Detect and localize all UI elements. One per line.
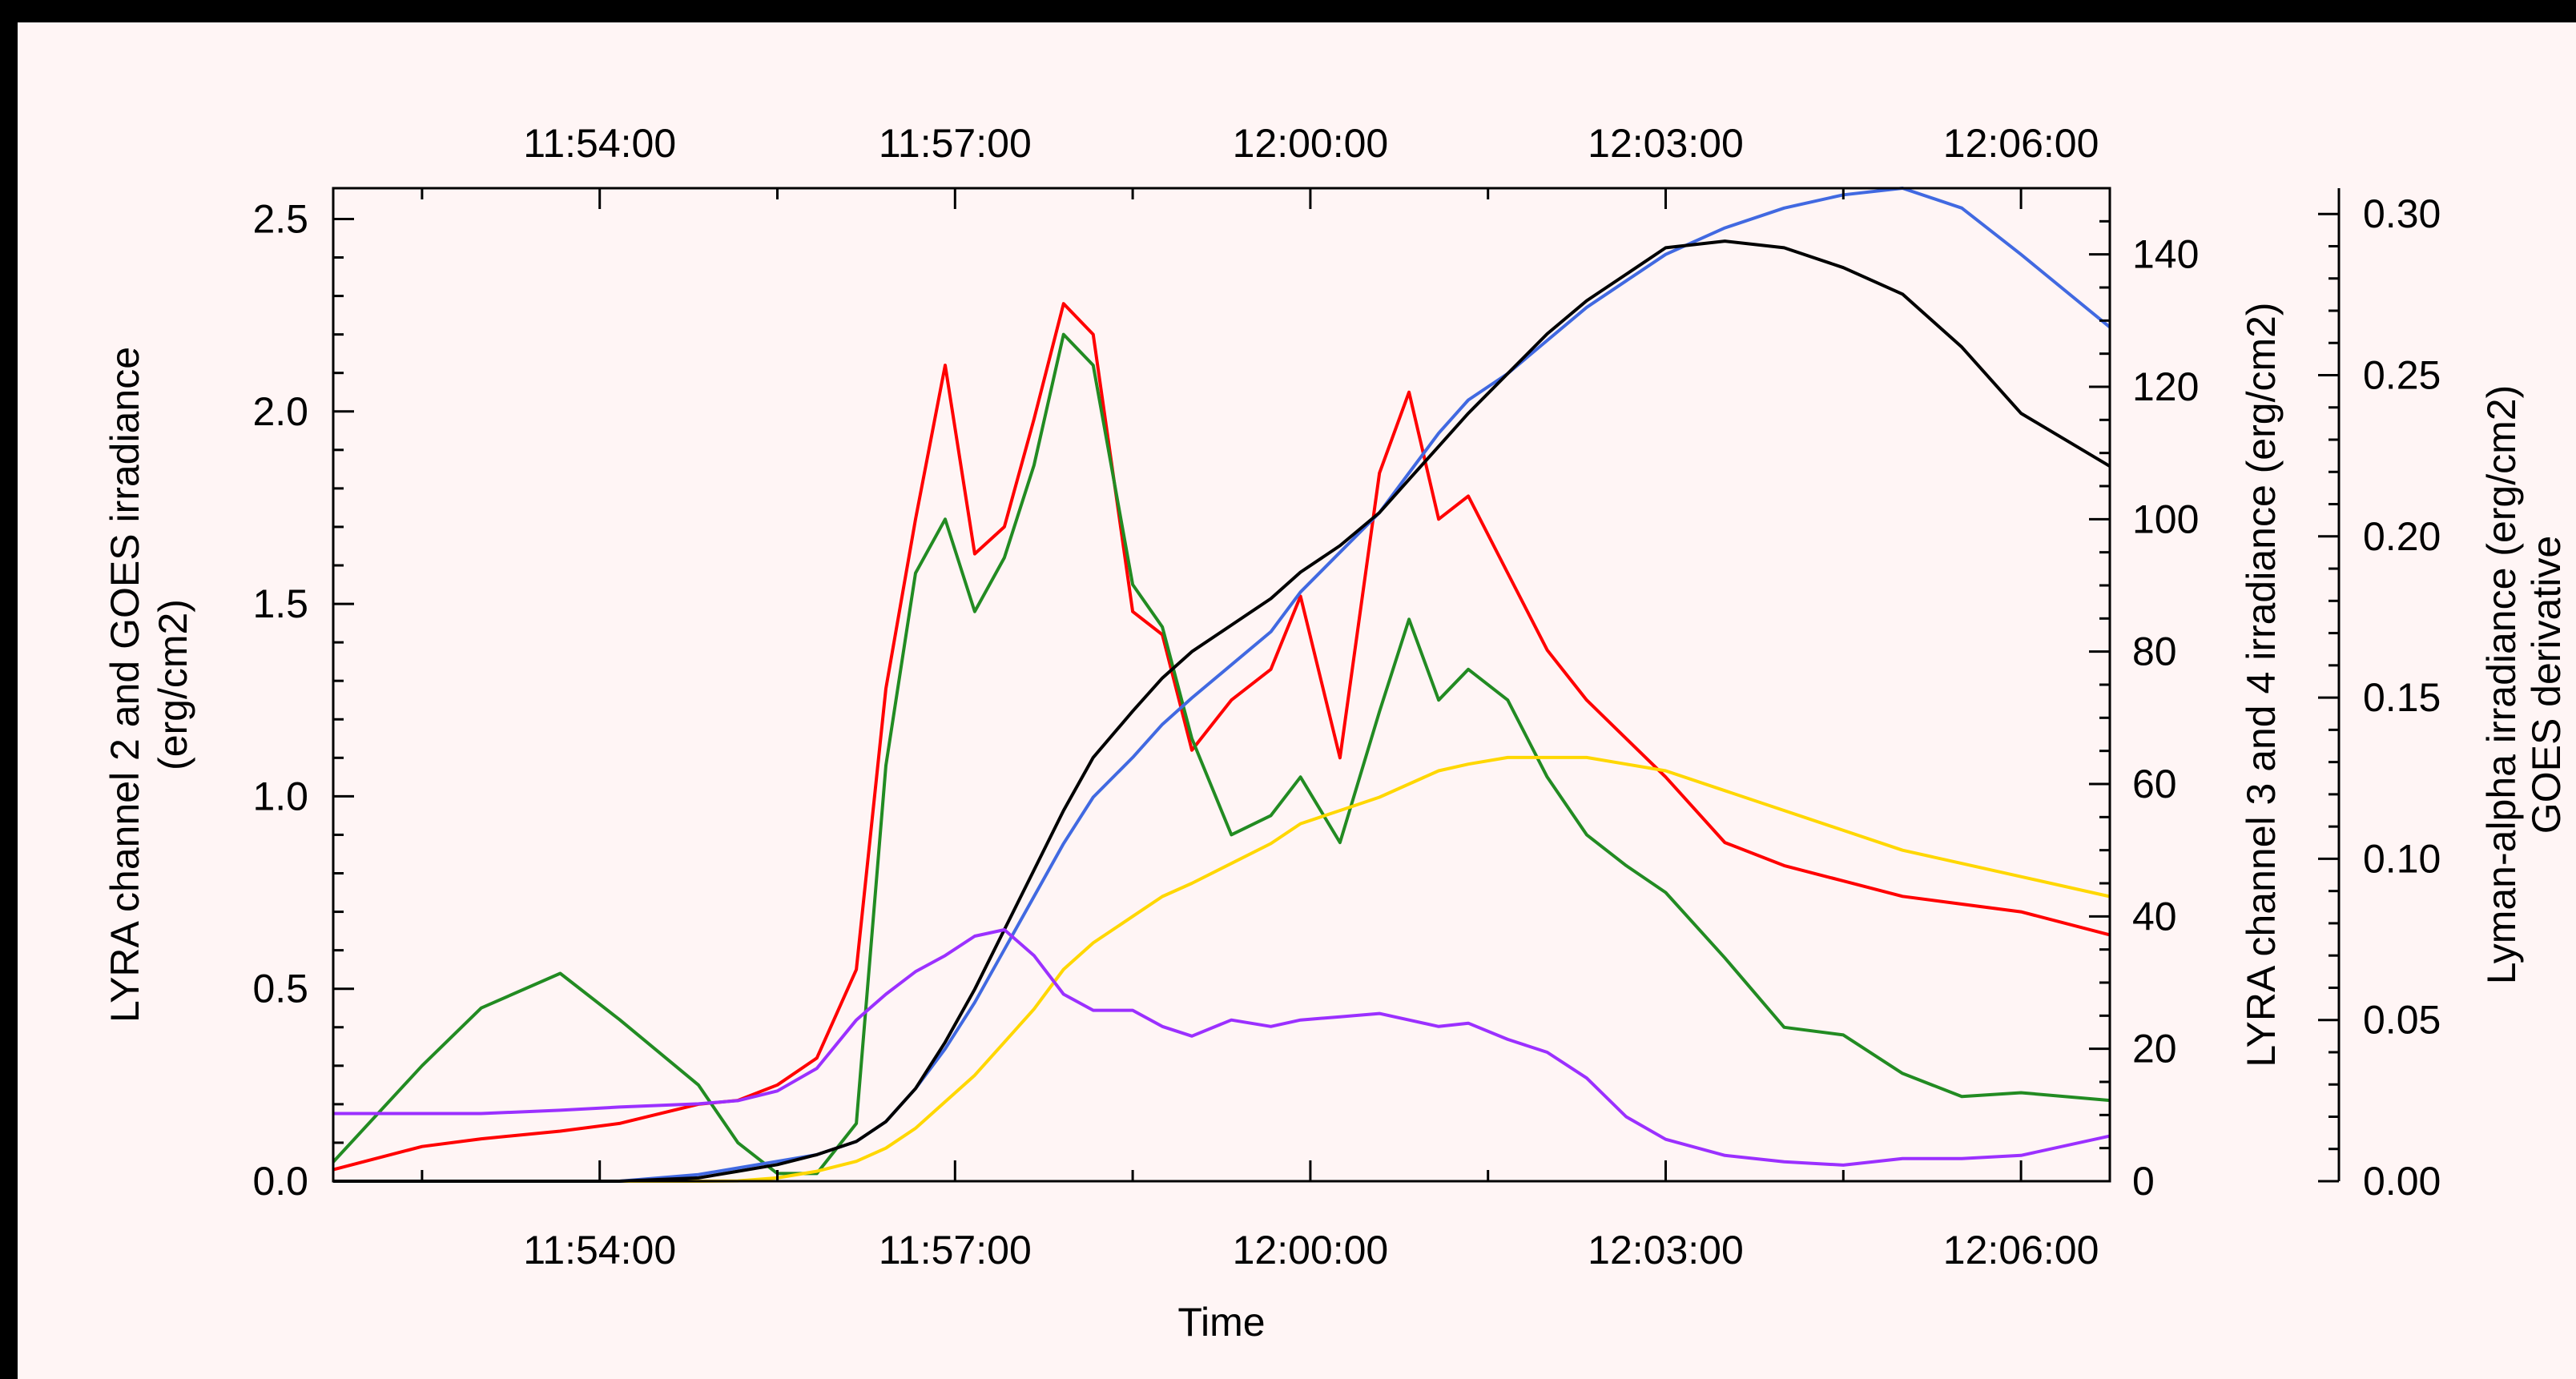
series-line-4: [333, 187, 2111, 1183]
right2-tick-label: 0.15: [2363, 675, 2441, 720]
x-tick-label-top: 12:06:00: [1943, 121, 2099, 166]
left-tick-label: 1.0: [252, 774, 308, 818]
right1-tick-label: 40: [2132, 894, 2177, 939]
series-layer: [332, 187, 2111, 1183]
right1-tick-label: 20: [2132, 1027, 2177, 1071]
right1-tick-label: 80: [2132, 629, 2177, 674]
right1-tick-label: 0: [2132, 1159, 2155, 1204]
series-line-6: [333, 928, 2111, 1167]
x-tick-label-top: 11:54:00: [523, 121, 676, 166]
x-tick-label-bottom: 11:57:00: [879, 1228, 1032, 1272]
x-tick-label-bottom: 12:06:00: [1943, 1228, 2099, 1272]
right-axis-2-title-line1: Lyman-alpha irradiance (erg/cm2): [2479, 385, 2524, 984]
right2-tick-label: 0.25: [2363, 353, 2441, 398]
x-tick-label-bottom: 11:54:00: [523, 1228, 676, 1272]
left-axis-title-line1: LYRA channel 2 and GOES irradiance: [103, 347, 147, 1023]
x-axis-title: Time: [1177, 1300, 1265, 1345]
right2-tick-label: 0.00: [2363, 1159, 2441, 1204]
left-axis-title-line2: (erg/cm2): [151, 599, 195, 770]
x-tick-label-top: 12:00:00: [1233, 121, 1389, 166]
labels-layer: 11:54:00 11:54:00 11:57:00 11:57:00 12:00:00…: [252, 121, 2441, 1272]
x-tick-label-bottom: 12:00:00: [1233, 1228, 1389, 1272]
right2-tick-label: 0.05: [2363, 998, 2441, 1043]
series-line-2: [332, 332, 2111, 1176]
plot-frame: [332, 187, 2111, 1183]
left-tick-label: 2.5: [252, 196, 308, 241]
right1-tick-label: 140: [2132, 232, 2199, 277]
x-tick-label-bottom: 12:03:00: [1588, 1228, 1744, 1272]
x-tick-label-top: 12:03:00: [1588, 121, 1744, 166]
left-tick-label: 0.5: [252, 967, 308, 1011]
right1-tick-label: 120: [2132, 364, 2199, 409]
ticks-layer: [333, 188, 2341, 1183]
left-tick-label: 1.5: [252, 581, 308, 626]
right1-tick-label: 100: [2132, 497, 2199, 541]
right-axis-2-title-line2: GOES derivative: [2524, 536, 2569, 834]
series-line-5: [333, 239, 2111, 1183]
left-tick-label: 2.0: [252, 389, 308, 434]
right2-tick-label: 0.30: [2363, 191, 2441, 236]
right2-tick-label: 0.20: [2363, 514, 2441, 559]
right2-tick-label: 0.10: [2363, 836, 2441, 881]
right1-tick-label: 60: [2132, 762, 2177, 806]
series-line-1: [332, 302, 2111, 1172]
x-tick-label-top: 11:57:00: [879, 121, 1032, 166]
series-line-3: [333, 755, 2111, 1183]
right-axis-1-title: LYRA channel 3 and 4 irradiance (erg/cm2…: [2239, 302, 2284, 1067]
left-tick-label: 0.0: [252, 1159, 308, 1204]
figure-panel: [18, 22, 2576, 1379]
